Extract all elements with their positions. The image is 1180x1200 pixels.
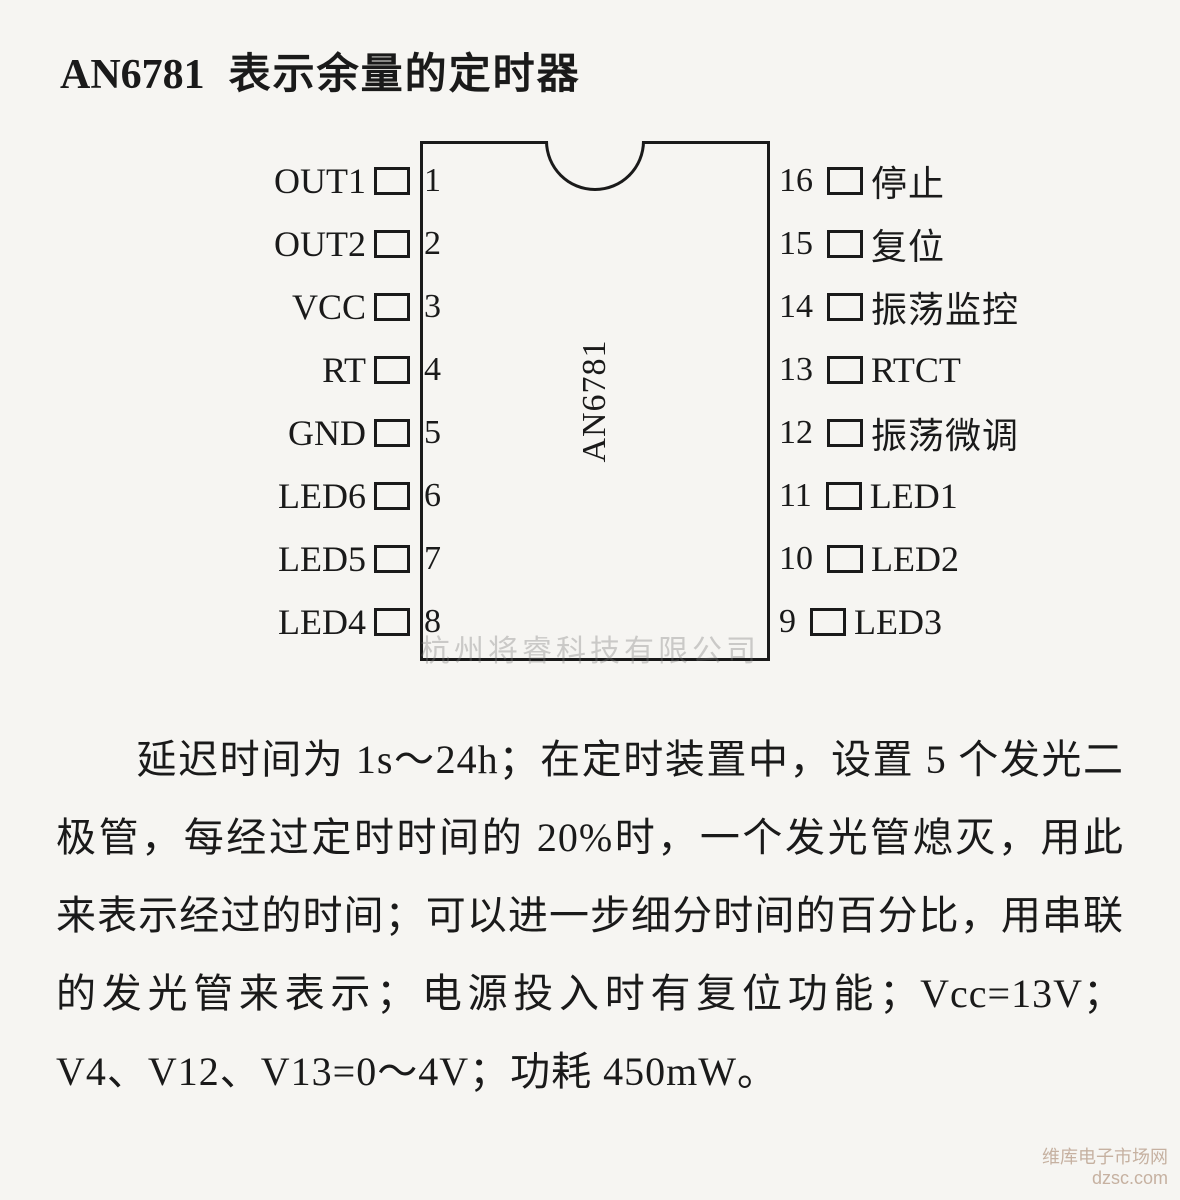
pin-number: 10 [765, 540, 827, 578]
chip-notch-icon [545, 141, 645, 191]
chip-label: AN6781 [576, 339, 614, 462]
pin-box-icon [374, 230, 410, 258]
pin-number: 2 [410, 225, 455, 263]
pin-label: LED1 [862, 475, 966, 517]
pin-number: 3 [410, 288, 455, 326]
pin-row-left: VCC 3 [50, 287, 455, 327]
pin-number: 6 [410, 477, 455, 515]
pin-label: 复位 [863, 218, 953, 270]
chip-diagram: AN6781 OUT11OUT22VCC3RT4GND5LED66LED57LE… [50, 131, 1130, 691]
pin-label: 停止 [863, 155, 953, 207]
pin-label: 振荡监控 [863, 281, 1027, 333]
title-text: 表示余量的定时器 [229, 52, 581, 98]
pin-number: 1 [410, 162, 455, 200]
pin-number: 14 [765, 288, 827, 326]
pin-number: 7 [410, 540, 455, 578]
pin-label: GND [280, 412, 374, 454]
pin-label: LED2 [863, 538, 967, 580]
pin-row-right: 16停止 [765, 161, 1170, 201]
pin-row-right: 13 RTCT [765, 350, 1170, 390]
pin-number: 13 [765, 351, 827, 389]
pin-box-icon [826, 482, 862, 510]
pin-number: 4 [410, 351, 455, 389]
pin-label: LED6 [270, 475, 374, 517]
pin-row-left: LED5 7 [50, 539, 455, 579]
pin-row-right: 9 LED3 [765, 602, 1170, 642]
pin-row-left: OUT2 2 [50, 224, 455, 264]
pin-row-left: LED4 8 [50, 602, 455, 642]
pin-label: 振荡微调 [863, 407, 1027, 459]
pin-row-right: 11 LED1 [765, 476, 1170, 516]
description-text: 延迟时间为 1s～24h；在定时装置中，设置 5 个发光二极管，每经过定时时间的… [56, 737, 1124, 1094]
chip-body: AN6781 [420, 141, 770, 661]
pin-number: 15 [765, 225, 827, 263]
pin-label: LED3 [846, 601, 950, 643]
pin-box-icon [374, 419, 410, 447]
pin-box-icon [810, 608, 846, 636]
pin-label: VCC [284, 286, 374, 328]
corner-watermark-line1: 维库电子市场网 [1042, 1147, 1168, 1169]
pin-row-right: 10 LED2 [765, 539, 1170, 579]
title-part-number: AN6781 [60, 52, 205, 98]
pin-label: LED5 [270, 538, 374, 580]
corner-watermark: 维库电子市场网 dzsc.com [1042, 1147, 1168, 1190]
pin-number: 9 [765, 603, 810, 641]
page-title: AN6781 表示余量的定时器 [60, 40, 1130, 101]
pin-row-left: OUT1 1 [50, 161, 455, 201]
pin-label: RT [314, 349, 374, 391]
pin-box-icon [827, 356, 863, 384]
pin-label: RTCT [863, 349, 969, 391]
pin-label: LED4 [270, 601, 374, 643]
pin-number: 8 [410, 603, 455, 641]
pin-row-left: GND 5 [50, 413, 455, 453]
pin-number: 16 [765, 162, 827, 200]
pin-label: OUT1 [266, 160, 374, 202]
pin-row-right: 12振荡微调 [765, 413, 1170, 453]
pin-number: 5 [410, 414, 455, 452]
pin-box-icon [374, 608, 410, 636]
pin-box-icon [827, 419, 863, 447]
pin-label: OUT2 [266, 223, 374, 265]
pin-box-icon [827, 293, 863, 321]
pin-box-icon [827, 167, 863, 195]
pin-box-icon [374, 167, 410, 195]
pin-box-icon [827, 230, 863, 258]
pin-box-icon [374, 293, 410, 321]
description-paragraph: 延迟时间为 1s～24h；在定时装置中，设置 5 个发光二极管，每经过定时时间的… [50, 721, 1130, 1111]
pin-number: 12 [765, 414, 827, 452]
pin-box-icon [827, 545, 863, 573]
pin-row-left: LED6 6 [50, 476, 455, 516]
pin-box-icon [374, 545, 410, 573]
pin-row-right: 15复位 [765, 224, 1170, 264]
pin-row-left: RT 4 [50, 350, 455, 390]
pin-number: 11 [765, 477, 826, 515]
pin-box-icon [374, 482, 410, 510]
pin-box-icon [374, 356, 410, 384]
pin-row-right: 14振荡监控 [765, 287, 1170, 327]
corner-watermark-line2: dzsc.com [1042, 1168, 1168, 1190]
